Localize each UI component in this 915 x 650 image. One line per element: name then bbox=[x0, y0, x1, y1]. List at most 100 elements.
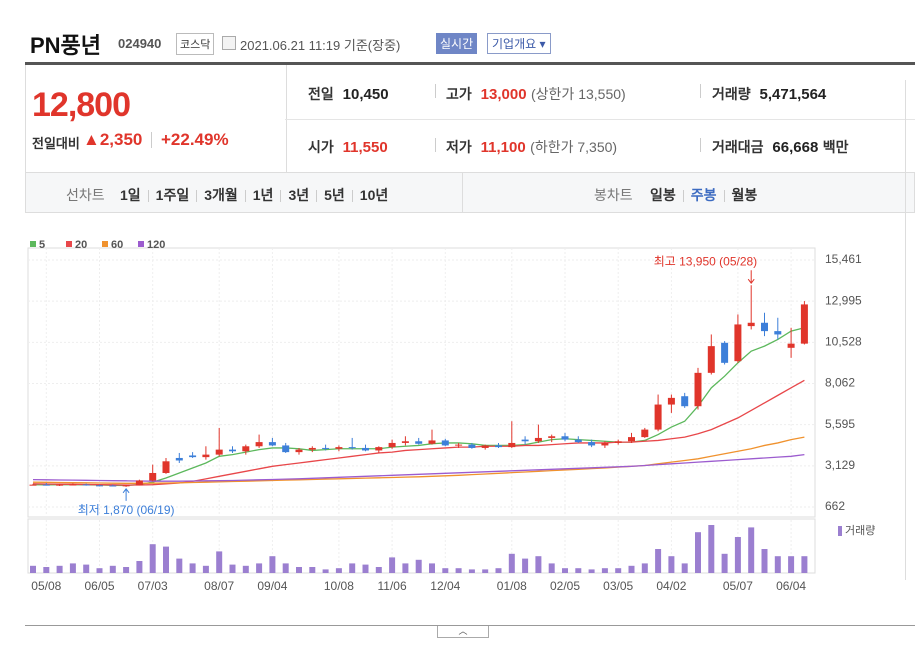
candle-body bbox=[508, 442, 516, 448]
row-divider bbox=[285, 119, 915, 120]
tab[interactable]: 주봉 bbox=[690, 187, 717, 203]
ma-line bbox=[32, 379, 805, 486]
candle-body bbox=[162, 461, 170, 473]
stat: 전일 10,450 bbox=[308, 84, 389, 104]
candle-body bbox=[601, 442, 609, 446]
divider bbox=[147, 189, 149, 202]
line-chart-label: 선차트 bbox=[66, 187, 105, 203]
legend-swatch bbox=[30, 241, 36, 247]
tab-bar bbox=[25, 172, 915, 213]
legend-swatch bbox=[66, 241, 72, 247]
legend-label: 5 bbox=[39, 239, 45, 251]
candle-body bbox=[734, 324, 742, 362]
volume-bar bbox=[256, 563, 263, 573]
tab[interactable]: 1주일 bbox=[155, 187, 190, 203]
legend-swatch bbox=[138, 241, 144, 247]
y-tick-label: 12,995 bbox=[825, 293, 862, 307]
collapse-button[interactable]: ︿ bbox=[437, 626, 489, 638]
plot-frame bbox=[27, 247, 816, 518]
candle-body bbox=[149, 472, 157, 481]
market-badge: 코스닥 bbox=[176, 33, 215, 55]
volume-bar bbox=[761, 549, 768, 573]
stock-name: PN풍년 bbox=[30, 33, 102, 58]
candle-body bbox=[588, 442, 596, 446]
x-tick-label: 08/07 bbox=[204, 579, 234, 593]
tab[interactable]: 1년 bbox=[252, 187, 274, 203]
tab[interactable]: 일봉 bbox=[650, 187, 676, 203]
candle-body bbox=[282, 445, 290, 453]
volume-bar bbox=[748, 527, 755, 573]
volume-bar bbox=[69, 563, 76, 573]
divider bbox=[700, 138, 701, 152]
volume-bar bbox=[695, 532, 701, 573]
volume-bar bbox=[548, 563, 555, 573]
company-label: 기업개요 bbox=[492, 37, 537, 51]
candle-body bbox=[628, 437, 635, 442]
x-tick-label: 12/04 bbox=[430, 579, 460, 593]
divider bbox=[435, 84, 436, 98]
candle-body bbox=[268, 442, 276, 446]
candle-body bbox=[495, 445, 502, 448]
candle-body bbox=[322, 447, 330, 449]
volume-bar bbox=[322, 569, 329, 573]
candle-body bbox=[774, 331, 782, 335]
x-tick-label: 05/07 bbox=[723, 579, 753, 593]
tab[interactable]: 10년 bbox=[359, 187, 389, 203]
volume-bar bbox=[562, 568, 568, 573]
side-panel bbox=[905, 80, 915, 580]
stat-value: 5,471,564 bbox=[759, 86, 827, 103]
volume-bar bbox=[56, 565, 63, 573]
volume-bar bbox=[535, 556, 542, 573]
volume-bar bbox=[601, 568, 608, 573]
ma-line bbox=[32, 453, 805, 482]
tab[interactable]: 월봉 bbox=[731, 187, 758, 203]
x-tick-label: 06/04 bbox=[776, 579, 806, 593]
change-label: 전일대비 bbox=[32, 136, 80, 151]
candle-body bbox=[455, 444, 463, 446]
realtime-badge[interactable]: 실시간 bbox=[436, 33, 478, 54]
volume-bar bbox=[282, 563, 289, 573]
x-tick-label: 01/08 bbox=[497, 579, 527, 593]
volume-bar bbox=[641, 563, 648, 573]
candle-body bbox=[362, 447, 369, 451]
tab[interactable]: 1일 bbox=[120, 187, 141, 203]
candle-body bbox=[335, 447, 343, 449]
tab[interactable]: 3년 bbox=[288, 187, 310, 203]
volume-bar bbox=[123, 567, 130, 573]
stat-label: 저가 bbox=[446, 139, 472, 155]
volume-bar bbox=[335, 568, 342, 573]
y-tick-label: 8,062 bbox=[825, 376, 855, 390]
candle-body bbox=[242, 446, 250, 452]
divider bbox=[351, 189, 353, 202]
candle-body bbox=[401, 441, 409, 443]
volume-bar bbox=[495, 568, 502, 573]
tab[interactable]: 3개월 bbox=[204, 187, 238, 203]
x-tick-label: 09/04 bbox=[257, 579, 287, 593]
candle-body bbox=[561, 436, 569, 440]
candle-body bbox=[175, 457, 183, 461]
volume-bar bbox=[389, 557, 396, 573]
stat-label: 거래대금 bbox=[712, 139, 764, 155]
candle-body bbox=[69, 484, 77, 486]
volume-bar bbox=[43, 567, 50, 573]
company-button[interactable]: 기업개요 ▾ bbox=[487, 33, 551, 54]
x-tick-label: 07/03 bbox=[138, 579, 168, 593]
bottom-rule bbox=[25, 625, 915, 626]
x-tick-label: 06/05 bbox=[84, 579, 114, 593]
candle-body bbox=[255, 442, 263, 447]
volume-bar bbox=[149, 544, 156, 573]
x-tick-label: 11/06 bbox=[378, 579, 407, 593]
stat-label: 전일 bbox=[308, 86, 334, 102]
divider bbox=[462, 173, 463, 212]
candle-body bbox=[681, 396, 689, 407]
divider bbox=[723, 189, 725, 202]
volume-bar bbox=[655, 549, 662, 573]
stat: 거래대금 66,668 백만 bbox=[712, 137, 849, 157]
legend-label: 20 bbox=[75, 239, 87, 251]
candle-body bbox=[122, 485, 130, 487]
volume-bar bbox=[588, 569, 595, 573]
divider bbox=[151, 132, 152, 148]
low-annotation: 최저 1,870 (06/19) bbox=[78, 503, 175, 517]
tab[interactable]: 5년 bbox=[324, 187, 345, 203]
